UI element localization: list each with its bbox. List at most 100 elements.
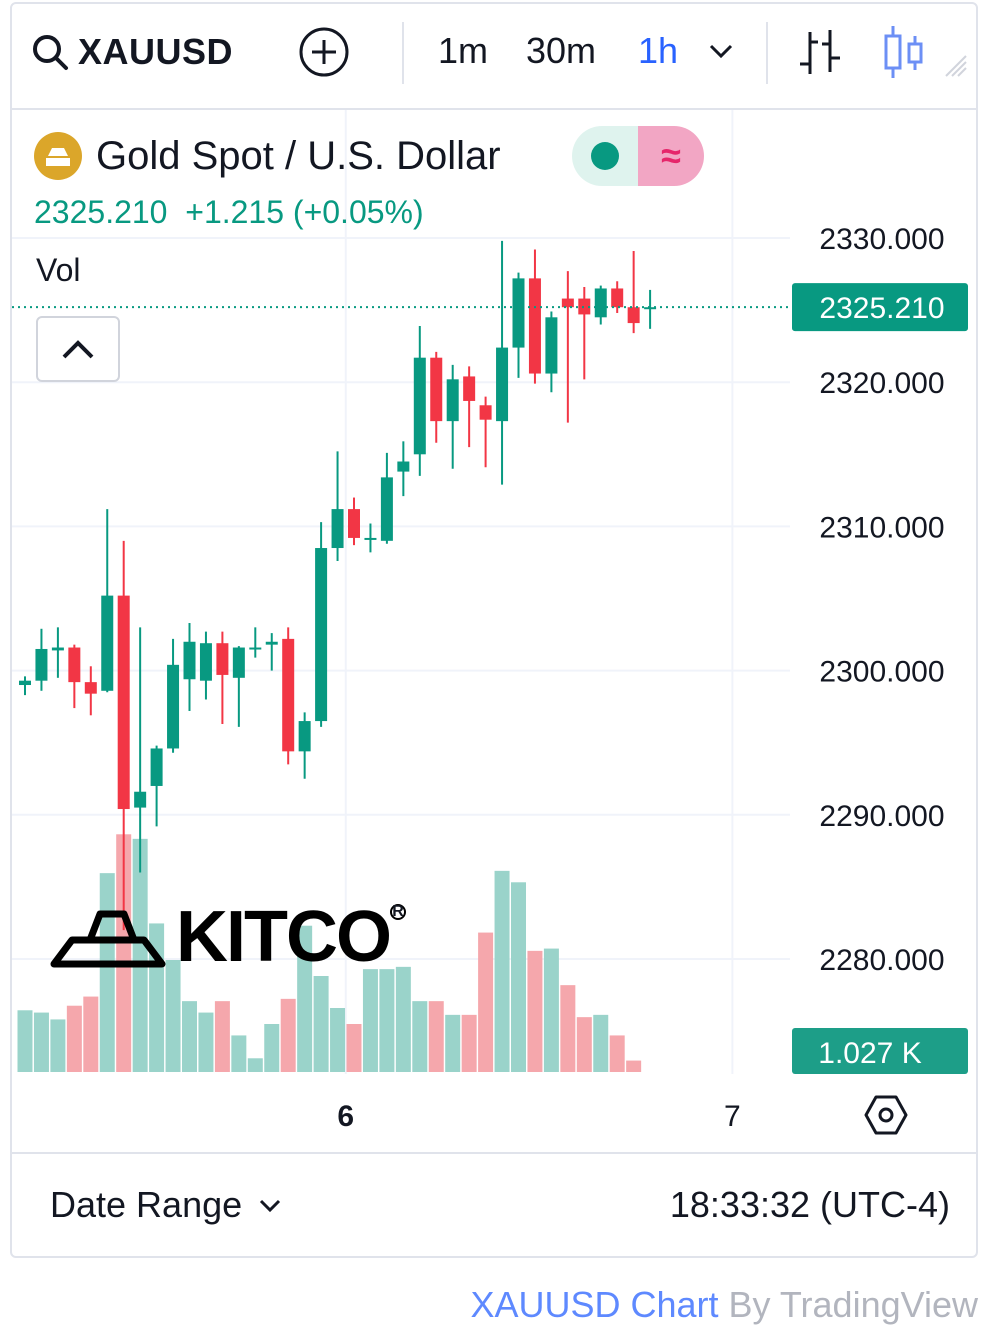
market-open-dot-icon bbox=[591, 142, 619, 170]
chevron-down-icon bbox=[709, 44, 733, 59]
candle-body bbox=[298, 721, 311, 752]
symbol-search-button[interactable]: XAUUSD bbox=[30, 28, 233, 76]
y-axis-label: 2320.000 bbox=[819, 367, 944, 400]
volume-bar bbox=[66, 1005, 82, 1072]
gold-bars-icon bbox=[34, 132, 82, 180]
market-status-pill[interactable]: ≈ bbox=[572, 126, 704, 186]
interval-30m[interactable]: 30m bbox=[526, 30, 597, 71]
volume-bar bbox=[330, 1008, 346, 1072]
attribution-by: By TradingView bbox=[718, 1284, 978, 1325]
volume-bar bbox=[626, 1060, 642, 1072]
candle-body bbox=[364, 537, 377, 540]
x-axis-label: 7 bbox=[724, 1100, 741, 1133]
candle-body bbox=[84, 682, 97, 694]
volume-bar bbox=[428, 1001, 444, 1072]
candle-body bbox=[249, 647, 262, 650]
candle-body bbox=[134, 791, 147, 808]
last-price-badge bbox=[792, 283, 968, 332]
volume-bar bbox=[198, 1012, 214, 1072]
candle-body bbox=[265, 641, 278, 645]
toolbar-separator bbox=[766, 22, 768, 84]
volume-badge-label: 1.027 K bbox=[818, 1037, 921, 1070]
settings-hexagon-icon bbox=[864, 1095, 908, 1135]
candle-body bbox=[512, 278, 525, 348]
legend-collapse-button[interactable] bbox=[36, 316, 120, 382]
bars-icon bbox=[800, 30, 840, 74]
volume-bar bbox=[132, 838, 148, 1072]
volume-bar bbox=[214, 1001, 230, 1072]
candle-body bbox=[430, 357, 443, 422]
search-icon bbox=[33, 35, 68, 70]
interval-dropdown[interactable] bbox=[706, 36, 736, 66]
volume-bar bbox=[593, 1014, 609, 1072]
volume-bar bbox=[412, 1001, 428, 1072]
candle-body bbox=[397, 461, 410, 472]
candle-body bbox=[528, 278, 541, 374]
volume-bar bbox=[362, 969, 378, 1072]
candle-body bbox=[199, 643, 212, 681]
timezone-clock[interactable]: 18:33:32 (UTC-4) bbox=[669, 1184, 950, 1225]
volume-bar bbox=[576, 1017, 592, 1072]
candle-body bbox=[413, 357, 426, 455]
candle-body bbox=[216, 643, 229, 675]
chart-settings-button[interactable] bbox=[864, 1094, 908, 1136]
volume-bar bbox=[543, 948, 559, 1072]
registered-mark-icon: R bbox=[389, 904, 406, 920]
volume-bar bbox=[313, 976, 329, 1072]
volume-badge bbox=[792, 1028, 968, 1074]
volume-bar bbox=[182, 1001, 197, 1072]
volume-bar bbox=[17, 1010, 33, 1072]
volume-bar bbox=[560, 985, 576, 1072]
volume-bar bbox=[50, 1019, 66, 1072]
price-chart[interactable]: 2330.000 2320.000 2310.000 2300.000 2290.000… bbox=[0, 0, 994, 1150]
date-range-label: Date Range bbox=[50, 1184, 243, 1225]
legend-volume-label: Vol bbox=[36, 252, 81, 288]
candle-body bbox=[232, 647, 245, 678]
candle-body bbox=[183, 641, 196, 680]
volume-bar bbox=[264, 1024, 280, 1072]
kitco-watermark: KITCO R bbox=[50, 897, 406, 977]
interval-1m[interactable]: 1m bbox=[438, 30, 489, 71]
volume-bar bbox=[99, 873, 115, 1072]
plus-circle-icon bbox=[299, 27, 349, 77]
candles-icon bbox=[884, 26, 923, 78]
volume-bar bbox=[346, 1024, 362, 1072]
candle-body bbox=[446, 379, 459, 422]
candle-body bbox=[167, 664, 180, 749]
candle-body bbox=[68, 647, 81, 683]
footer-divider bbox=[12, 1152, 976, 1154]
y-axis-label: 2310.000 bbox=[819, 511, 944, 544]
compare-symbol-button[interactable] bbox=[298, 26, 350, 78]
candle-body bbox=[315, 548, 328, 722]
y-axis-label: 2290.000 bbox=[819, 800, 944, 833]
chevron-down-icon bbox=[260, 1199, 281, 1213]
volume-bar bbox=[511, 882, 526, 1072]
kitco-wordmark: KITCO bbox=[176, 897, 392, 977]
candle-body bbox=[463, 376, 476, 401]
candle-body bbox=[545, 317, 558, 374]
volume-bar bbox=[379, 969, 395, 1072]
candle-style-button[interactable] bbox=[878, 24, 930, 80]
legend-title[interactable]: Gold Spot / U.S. Dollar bbox=[34, 128, 501, 184]
volume-bar bbox=[478, 932, 494, 1072]
toolbar-separator bbox=[402, 22, 404, 84]
y-axis-label: 2330.000 bbox=[819, 223, 944, 256]
volume-bar bbox=[445, 1014, 461, 1072]
bar-style-button[interactable] bbox=[794, 26, 846, 78]
interval-1h[interactable]: 1h bbox=[638, 30, 679, 71]
volume-bar bbox=[461, 1014, 477, 1072]
legend-price: 2325.210 +1.215 (+0.05%) bbox=[34, 194, 424, 231]
chart-toolbar bbox=[12, 4, 976, 110]
candle-body bbox=[479, 405, 492, 420]
attribution-link[interactable]: XAUUSD Chart bbox=[470, 1284, 719, 1325]
volume-bar bbox=[395, 966, 411, 1072]
date-range-dropdown[interactable]: Date Range bbox=[50, 1184, 282, 1226]
legend-last-price: 2325.210 bbox=[34, 194, 168, 230]
candle-body bbox=[51, 647, 64, 651]
toolbar-overflow-icon bbox=[944, 48, 968, 78]
y-axis-label: 2280.000 bbox=[819, 944, 944, 977]
last-price-badge-label: 2325.210 bbox=[819, 292, 944, 325]
approx-data-icon: ≈ bbox=[638, 126, 704, 186]
volume-bar bbox=[609, 1035, 625, 1072]
candle-body bbox=[627, 307, 640, 324]
